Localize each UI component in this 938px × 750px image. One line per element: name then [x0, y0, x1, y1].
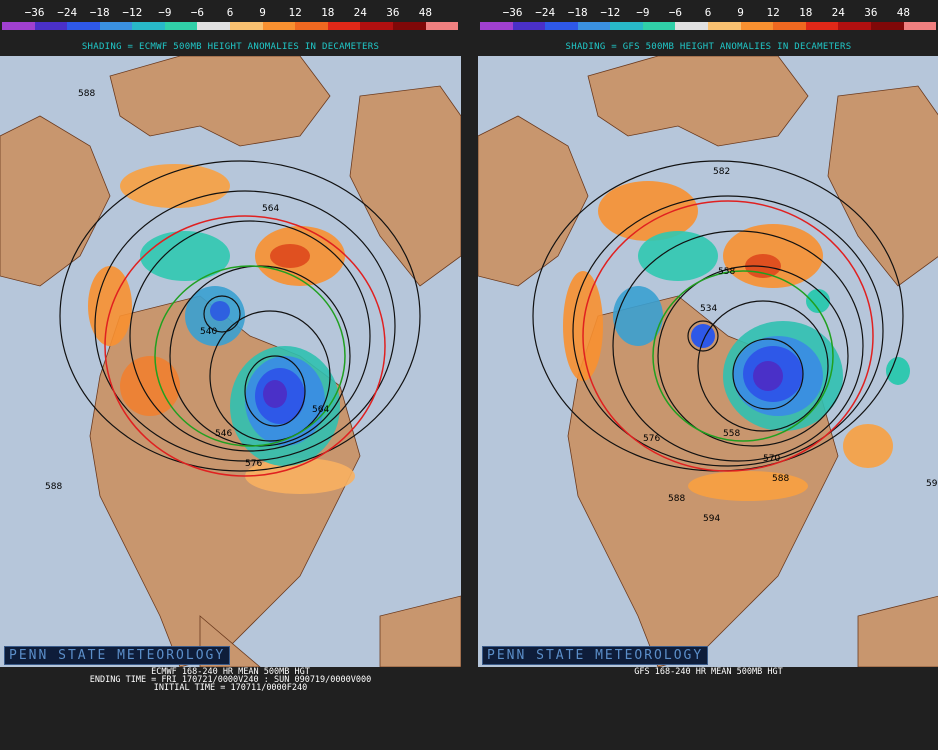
- colorbar-swatch: [512, 22, 546, 30]
- colorbar-label: −12: [600, 6, 621, 19]
- contour-label: 576: [643, 434, 660, 444]
- colorbar-swatch: [262, 22, 296, 30]
- colorbar-swatch: [99, 22, 133, 30]
- red-contour: [104, 215, 386, 477]
- colorbar-label: −6: [668, 6, 683, 19]
- colorbar-swatch: [642, 22, 676, 30]
- ecmwf-panel: −36 −24 −18 −12 −9 −6 6 9 12 18 24 36 48 SHADING = E…: [0, 0, 461, 750]
- colorbar-label: 9: [259, 6, 266, 19]
- gfs-map-svg: 582 558 534 558 570 576 588 594 588 59: [478, 56, 938, 667]
- gfs-map: 582 558 534 558 570 576 588 594 588 59 P…: [478, 56, 938, 667]
- colorbar-label: 6: [704, 6, 712, 19]
- colorbar-swatch: [425, 22, 459, 30]
- colorbar-swatch: [480, 22, 513, 30]
- colorbar-swatch: [773, 22, 806, 30]
- shading-title: SHADING = GFS 500MB HEIGHT ANOMALIES IN …: [565, 42, 852, 52]
- colorbar-label: −36: [24, 6, 45, 19]
- contour-label: 59: [926, 479, 938, 489]
- ecmwf-map: 588 564 540 564 546 576 588 PENN STATE M…: [0, 56, 461, 667]
- land: [0, 56, 461, 667]
- anomaly-colorbar: −36 −24 −18 −12 −9 −6 6 9 12 18 24 36 48: [480, 0, 938, 34]
- colorbar-swatch: [67, 22, 100, 30]
- colorbar-label: −24: [535, 6, 556, 19]
- colorbar-label: −6: [190, 6, 205, 19]
- colorbar-swatch: [34, 22, 68, 30]
- contour-label: 570: [763, 454, 780, 464]
- ecmwf-map-svg: 588 564 540 564 546 576 588: [0, 56, 461, 667]
- colorbar-swatches: [2, 22, 459, 30]
- colorbar-label: 6: [226, 6, 234, 19]
- colorbar-swatch: [327, 22, 361, 30]
- colorbar-swatch: [295, 22, 328, 30]
- contour-label: 588: [78, 89, 95, 99]
- colorbar-label: −12: [122, 6, 143, 19]
- green-contour: [652, 270, 834, 442]
- colorbar-swatch: [545, 22, 578, 30]
- contour-label: 588: [772, 474, 789, 484]
- colorbar-swatch: [708, 22, 741, 30]
- colorbar-label: 12: [288, 6, 302, 19]
- colorbar-label: −9: [158, 6, 172, 19]
- colorbar-swatch: [392, 22, 426, 30]
- colorbar-swatch: [164, 22, 198, 30]
- contour-labels: 582 558 534 558 570 576 588 594 588 59: [643, 167, 938, 524]
- colorbar-swatch: [740, 22, 774, 30]
- brand-logo: PENN STATE METEOROLOGY: [482, 646, 709, 665]
- brand-logo: PENN STATE METEOROLOGY: [4, 646, 231, 665]
- colorbar-label: 18: [799, 6, 813, 19]
- contour-label: 576: [245, 459, 262, 469]
- colorbar-label: 48: [418, 6, 433, 19]
- colorbar-swatch: [2, 22, 35, 30]
- land: [478, 56, 938, 667]
- contour-label: 588: [668, 494, 685, 504]
- gfs-panel: −36 −24 −18 −12 −9 −6 6 9 12 18 24 36 48 SHADING = G…: [478, 0, 938, 750]
- colorbar-swatch: [577, 22, 611, 30]
- colorbar-swatch: [838, 22, 871, 30]
- colorbar-swatch: [805, 22, 839, 30]
- colorbar-swatch: [870, 22, 904, 30]
- colorbar-label: 12: [766, 6, 780, 19]
- colorbar-swatch: [230, 22, 263, 30]
- colorbar-swatch: [903, 22, 937, 30]
- height-contours: [532, 160, 904, 472]
- colorbar-swatch: [675, 22, 709, 30]
- colorbar-label: 18: [321, 6, 335, 19]
- colorbar-label: 48: [896, 6, 911, 19]
- colorbar-swatch: [360, 22, 393, 30]
- colorbar-label: −36: [502, 6, 523, 19]
- contour-label: 588: [45, 482, 62, 492]
- colorbar-label: 24: [831, 6, 845, 19]
- anomaly-shading: [88, 164, 355, 494]
- colorbar-label: 36: [864, 6, 878, 19]
- contour-labels: 588 564 540 564 546 576 588: [45, 89, 329, 492]
- map-caption: ECMWF 168-240 HR MEAN 500MB HGT ENDING T…: [89, 667, 372, 693]
- shading-title: SHADING = ECMWF 500MB HEIGHT ANOMALIES I…: [81, 42, 380, 52]
- colorbar-label: −18: [89, 6, 110, 19]
- colorbar-label: −18: [567, 6, 588, 19]
- colorbar-swatch: [610, 22, 643, 30]
- colorbar-swatch: [132, 22, 165, 30]
- contour-label: 594: [703, 514, 720, 524]
- colorbar-label: −24: [57, 6, 78, 19]
- colorbar-label: 9: [737, 6, 744, 19]
- contour-label: 558: [718, 267, 735, 277]
- contour-label: 540: [200, 327, 217, 337]
- anomaly-colorbar: −36 −24 −18 −12 −9 −6 6 9 12 18 24 36 48: [2, 0, 460, 34]
- colorbar-label: −9: [636, 6, 650, 19]
- colorbar-label: 24: [353, 6, 367, 19]
- colorbar-swatches: [480, 22, 937, 30]
- contour-label: 582: [713, 167, 730, 177]
- map-caption: GFS 168-240 HR MEAN 500MB HGT: [634, 667, 783, 677]
- colorbar-label: 36: [386, 6, 400, 19]
- contour-label: 564: [262, 204, 279, 214]
- contour-label: 564: [312, 405, 329, 415]
- contour-label: 546: [215, 429, 232, 439]
- colorbar-swatch: [197, 22, 231, 30]
- green-contour: [154, 265, 346, 447]
- contour-label: 534: [700, 304, 717, 314]
- red-contour: [582, 200, 874, 472]
- contour-label: 558: [723, 429, 740, 439]
